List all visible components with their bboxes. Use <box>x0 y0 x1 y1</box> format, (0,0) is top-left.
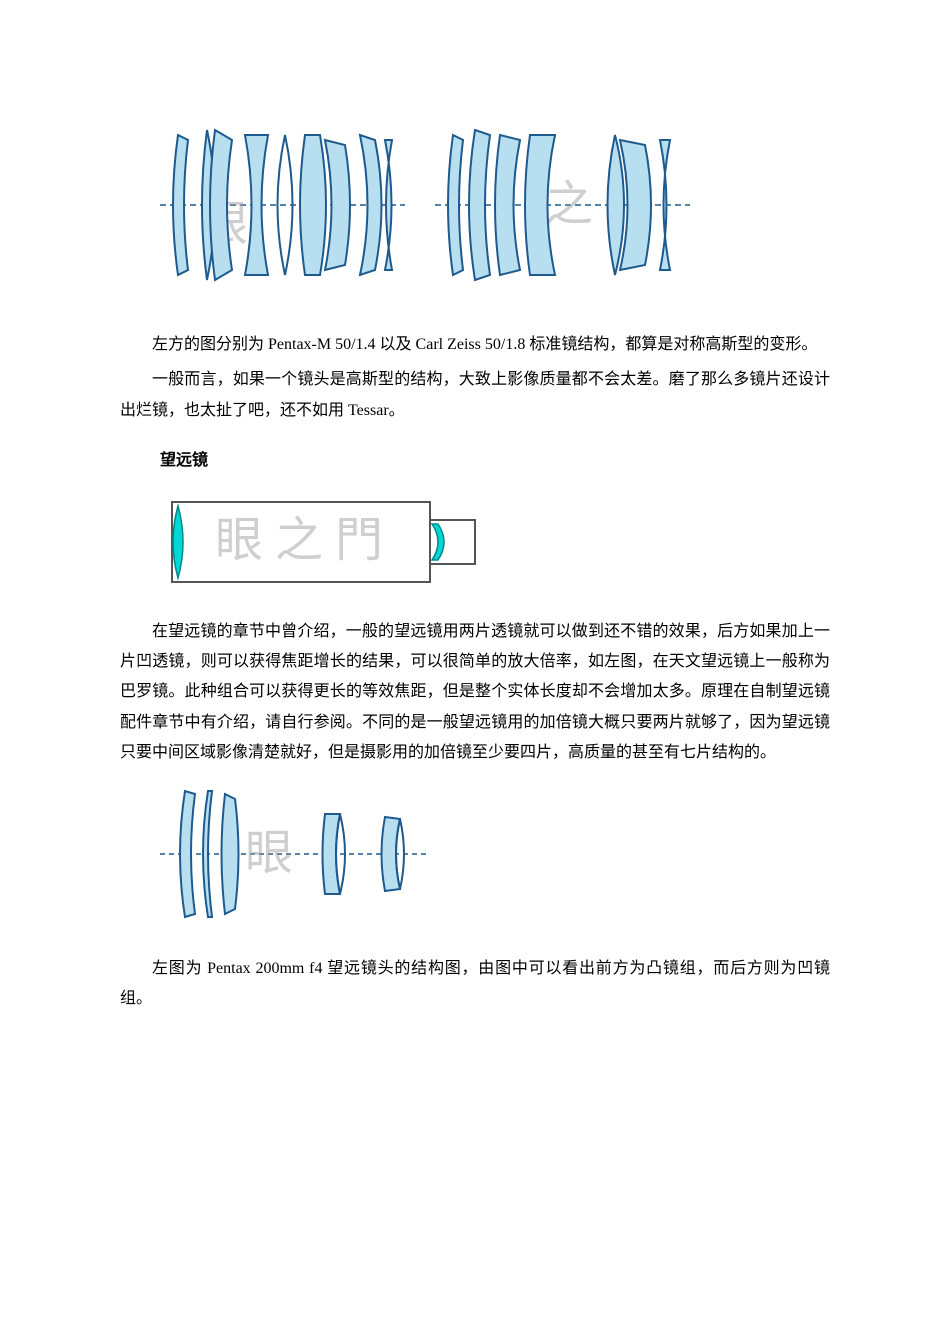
paragraph-3: 在望远镜的章节中曾介绍，一般的望远镜用两片透镜就可以做到还不错的效果，后方如果加… <box>120 617 830 769</box>
lens-diagram-right: 之 <box>435 105 690 305</box>
heading-telescope: 望远镜 <box>160 446 830 476</box>
paragraph-1: 左方的图分别为 Pentax-M 50/1.4 以及 Carl Zeiss 50… <box>120 330 830 360</box>
figure-pentax-200: 眼 <box>160 779 830 929</box>
lens-diagram-left: 眼 <box>160 105 405 305</box>
svg-text:眼 之 門: 眼 之 門 <box>215 514 383 567</box>
telescope-diagram: 眼 之 門 <box>160 492 480 592</box>
paragraph-4: 左图为 Pentax 200mm f4 望远镜头的结构图，由图中可以看出前方为凸… <box>120 954 830 1015</box>
figure-telescope-tube: 眼 之 門 <box>160 492 830 592</box>
pentax-200-diagram: 眼 <box>160 779 430 929</box>
figure-lens-pair: 眼 之 <box>160 105 830 305</box>
svg-text:之: 之 <box>545 178 593 231</box>
svg-text:眼: 眼 <box>245 827 293 880</box>
paragraph-2: 一般而言，如果一个镜头是高斯型的结构，大致上影像质量都不会太差。磨了那么多镜片还… <box>120 365 830 426</box>
